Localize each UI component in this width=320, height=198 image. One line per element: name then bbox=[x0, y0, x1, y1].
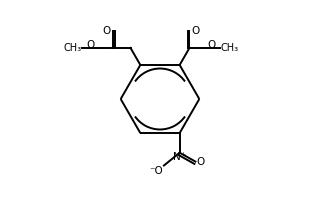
Text: O: O bbox=[87, 40, 95, 50]
Text: N⁺: N⁺ bbox=[173, 152, 186, 162]
Text: CH₃: CH₃ bbox=[221, 43, 239, 53]
Text: CH₃: CH₃ bbox=[63, 43, 81, 53]
Text: O: O bbox=[207, 40, 215, 50]
Text: ⁻O: ⁻O bbox=[149, 167, 163, 176]
Text: O: O bbox=[102, 26, 110, 36]
Text: O: O bbox=[192, 26, 200, 36]
Text: O: O bbox=[196, 157, 204, 167]
